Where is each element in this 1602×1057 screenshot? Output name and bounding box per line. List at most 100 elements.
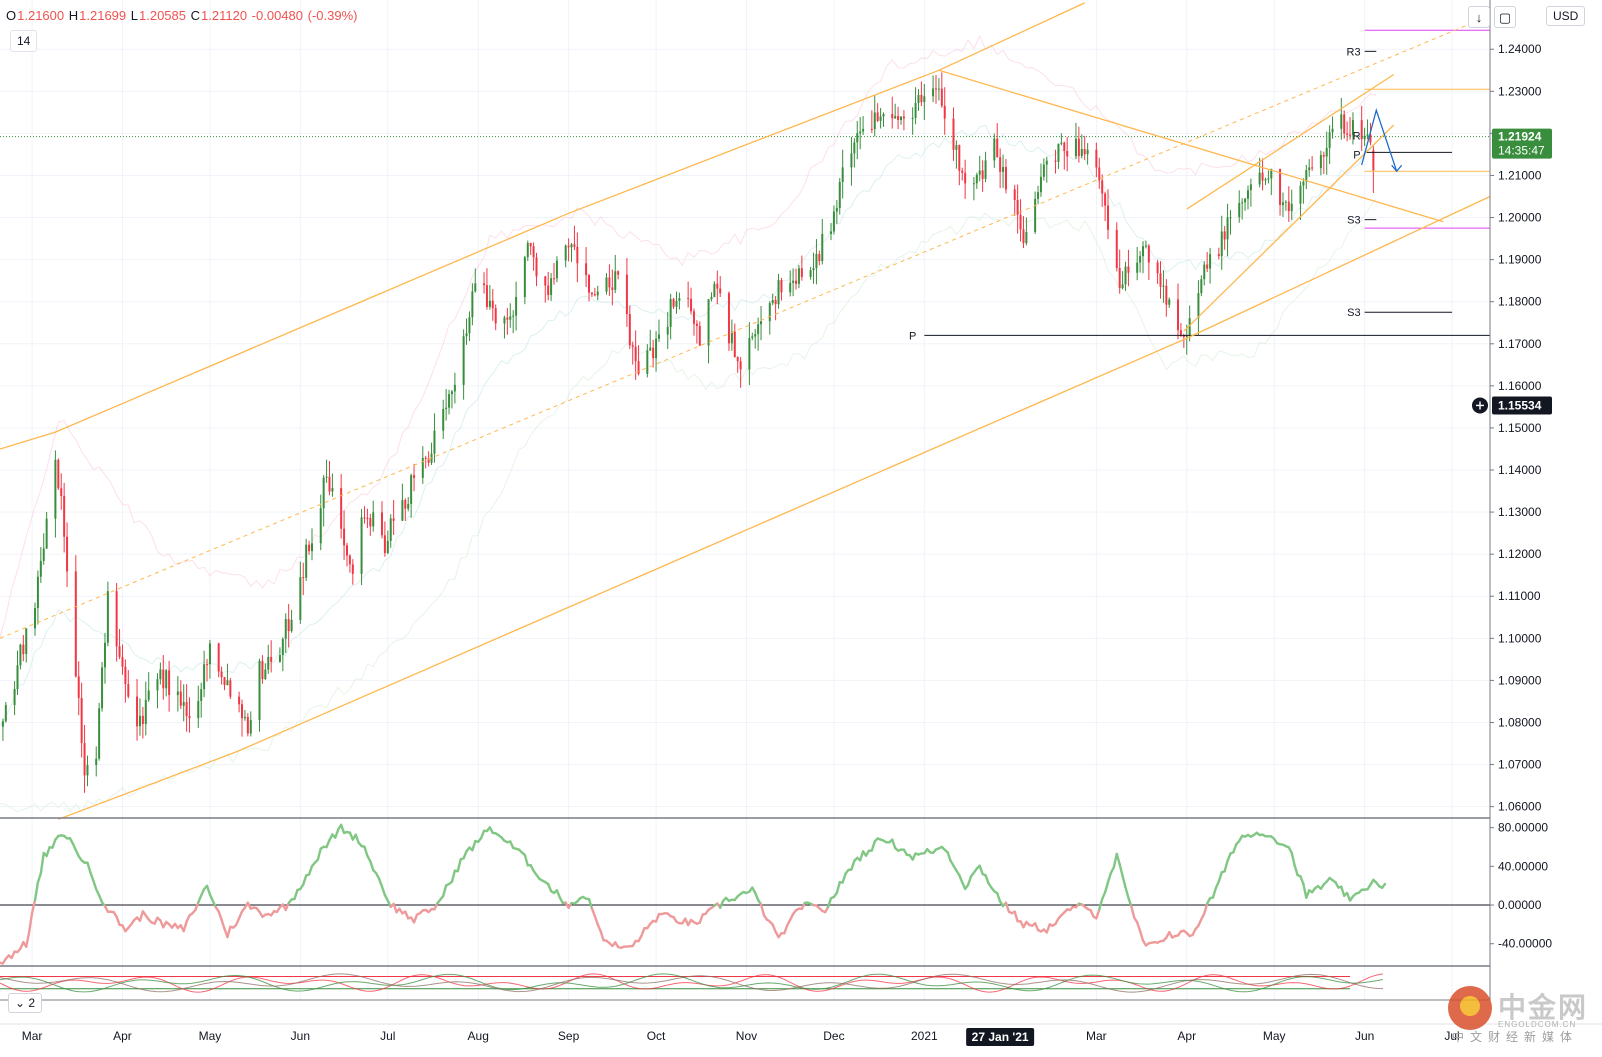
candle-body [1250, 184, 1252, 190]
download-icon: ↓ [1476, 10, 1483, 25]
pivot-label-r3_upper: R3 [1347, 46, 1361, 58]
candle-body [463, 336, 465, 385]
candle-body [189, 716, 191, 718]
candle-body [1343, 114, 1345, 133]
candle-body [1125, 267, 1127, 285]
candle-body [492, 301, 494, 308]
candle-body [1308, 167, 1310, 170]
candle-body [544, 276, 546, 285]
candle-body [372, 512, 374, 526]
low-label: L [131, 8, 138, 23]
candle-body [200, 689, 202, 701]
candle-body [224, 677, 226, 685]
indicator-length-input[interactable]: 14 [10, 30, 37, 52]
candle-body [813, 268, 815, 270]
candle-body [1262, 173, 1264, 181]
candle-body [366, 518, 368, 519]
candle-body [1229, 217, 1231, 218]
y-tick-label: 1.06000 [1498, 800, 1542, 814]
download-button[interactable]: ↓ [1468, 6, 1490, 28]
y-tick-label: 1.21000 [1498, 168, 1542, 182]
x-tick-label: Apr [1177, 1029, 1196, 1043]
candle-body [139, 716, 141, 726]
candle-body [165, 670, 167, 688]
pivot-label-s3_mid: S3 [1347, 215, 1360, 227]
candle-body [772, 300, 774, 303]
candle-body [142, 716, 144, 724]
candle-body [1122, 284, 1124, 288]
candle-body [124, 667, 126, 684]
candle-body [979, 170, 981, 174]
fullscreen-button[interactable]: ▢ [1494, 6, 1516, 28]
x-tick-label: Dec [823, 1029, 844, 1043]
candle-body [571, 244, 573, 247]
candle-body [320, 508, 322, 543]
candle-body [944, 106, 946, 119]
candle-body [197, 701, 199, 718]
y-tick-label: 1.07000 [1498, 758, 1542, 772]
candle-body [471, 291, 473, 317]
candle-body [856, 133, 858, 142]
candle-body [168, 670, 170, 695]
candle-body [932, 88, 934, 96]
candle-body [877, 113, 879, 121]
candle-body [611, 287, 613, 290]
candle-body [1332, 129, 1334, 132]
candle-body [550, 278, 552, 295]
candle-body [1279, 169, 1281, 205]
candle-body [961, 171, 963, 173]
candle-body [1323, 155, 1325, 157]
candle-body [46, 519, 48, 549]
y-tick-label: 1.08000 [1498, 715, 1542, 729]
candle-body [708, 299, 710, 345]
candle-body [509, 316, 511, 319]
candle-body [632, 345, 634, 346]
candle-body [576, 247, 578, 263]
x-tick-label: Aug [468, 1029, 489, 1043]
candle-body [261, 661, 263, 679]
candle-body [1340, 114, 1342, 128]
candle-body [757, 324, 759, 334]
candle-body [1259, 173, 1261, 185]
candle-body [536, 257, 538, 276]
candle-body [1040, 177, 1042, 192]
candle-body [2, 721, 4, 726]
candle-body [1224, 231, 1226, 239]
candle-body [696, 324, 698, 326]
candle-body [451, 391, 453, 394]
candle-body [728, 293, 730, 343]
candle-body [177, 691, 179, 694]
candle-body [148, 690, 150, 699]
candle-body [387, 541, 389, 553]
candle-body [454, 385, 456, 392]
candle-body [693, 311, 695, 323]
candle-body [1020, 215, 1022, 230]
candle-body [308, 545, 310, 551]
pivot-label-s3_low: S3 [1347, 307, 1360, 319]
candle-body [1066, 151, 1068, 156]
candle-body [349, 556, 351, 565]
oscillator-collapse-button[interactable]: ⌄ 2 [8, 993, 42, 1013]
candle-body [833, 212, 835, 232]
candle-body [941, 89, 943, 106]
candle-body [25, 628, 27, 654]
candle-body [880, 116, 882, 120]
pivot-label-r_near: R [1353, 130, 1361, 142]
candle-body [789, 283, 791, 292]
candle-body [1267, 178, 1269, 179]
candle-body [78, 676, 80, 697]
crosshair-date-value: 27 Jan '21 [972, 1030, 1029, 1044]
candle-body [798, 268, 800, 284]
candle-body [1014, 189, 1016, 200]
candle-body [999, 157, 1001, 172]
candle-body [1291, 204, 1293, 211]
candle-body [874, 113, 876, 130]
candle-body [180, 691, 182, 705]
currency-button[interactable]: USD [1546, 6, 1585, 26]
y-tick-label: 1.20000 [1498, 211, 1542, 225]
candle-body [900, 117, 902, 120]
candle-body [241, 704, 243, 718]
candle-body [810, 270, 812, 277]
candle-body [973, 183, 975, 184]
